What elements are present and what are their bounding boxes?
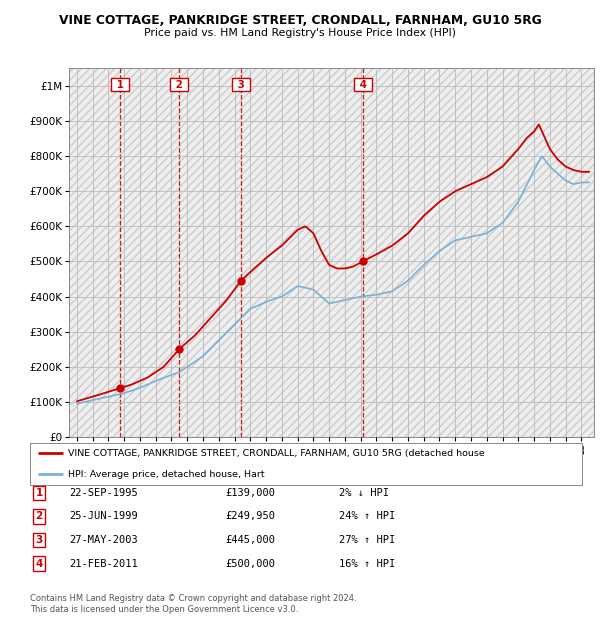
Text: 4: 4: [356, 80, 370, 90]
Text: 21-FEB-2011: 21-FEB-2011: [69, 559, 138, 569]
Text: 27-MAY-2003: 27-MAY-2003: [69, 535, 138, 545]
Text: 2: 2: [172, 80, 186, 90]
Text: £500,000: £500,000: [225, 559, 275, 569]
Text: £249,950: £249,950: [225, 512, 275, 521]
Text: Contains HM Land Registry data © Crown copyright and database right 2024.: Contains HM Land Registry data © Crown c…: [30, 593, 356, 603]
Text: 16% ↑ HPI: 16% ↑ HPI: [339, 559, 395, 569]
Text: 3: 3: [233, 80, 248, 90]
Text: VINE COTTAGE, PANKRIDGE STREET, CRONDALL, FARNHAM, GU10 5RG: VINE COTTAGE, PANKRIDGE STREET, CRONDALL…: [59, 14, 541, 27]
Text: £445,000: £445,000: [225, 535, 275, 545]
Text: 2% ↓ HPI: 2% ↓ HPI: [339, 488, 389, 498]
Text: 22-SEP-1995: 22-SEP-1995: [69, 488, 138, 498]
Text: 25-JUN-1999: 25-JUN-1999: [69, 512, 138, 521]
Text: 4: 4: [35, 559, 43, 569]
Text: 2: 2: [35, 512, 43, 521]
Text: 1: 1: [35, 488, 43, 498]
Text: HPI: Average price, detached house, Hart: HPI: Average price, detached house, Hart: [68, 470, 264, 479]
Text: 24% ↑ HPI: 24% ↑ HPI: [339, 512, 395, 521]
Text: 3: 3: [35, 535, 43, 545]
Text: Price paid vs. HM Land Registry's House Price Index (HPI): Price paid vs. HM Land Registry's House …: [144, 28, 456, 38]
Text: This data is licensed under the Open Government Licence v3.0.: This data is licensed under the Open Gov…: [30, 604, 298, 614]
Text: 27% ↑ HPI: 27% ↑ HPI: [339, 535, 395, 545]
Text: 1: 1: [113, 80, 127, 90]
Text: VINE COTTAGE, PANKRIDGE STREET, CRONDALL, FARNHAM, GU10 5RG (detached house: VINE COTTAGE, PANKRIDGE STREET, CRONDALL…: [68, 449, 484, 458]
Text: £139,000: £139,000: [225, 488, 275, 498]
